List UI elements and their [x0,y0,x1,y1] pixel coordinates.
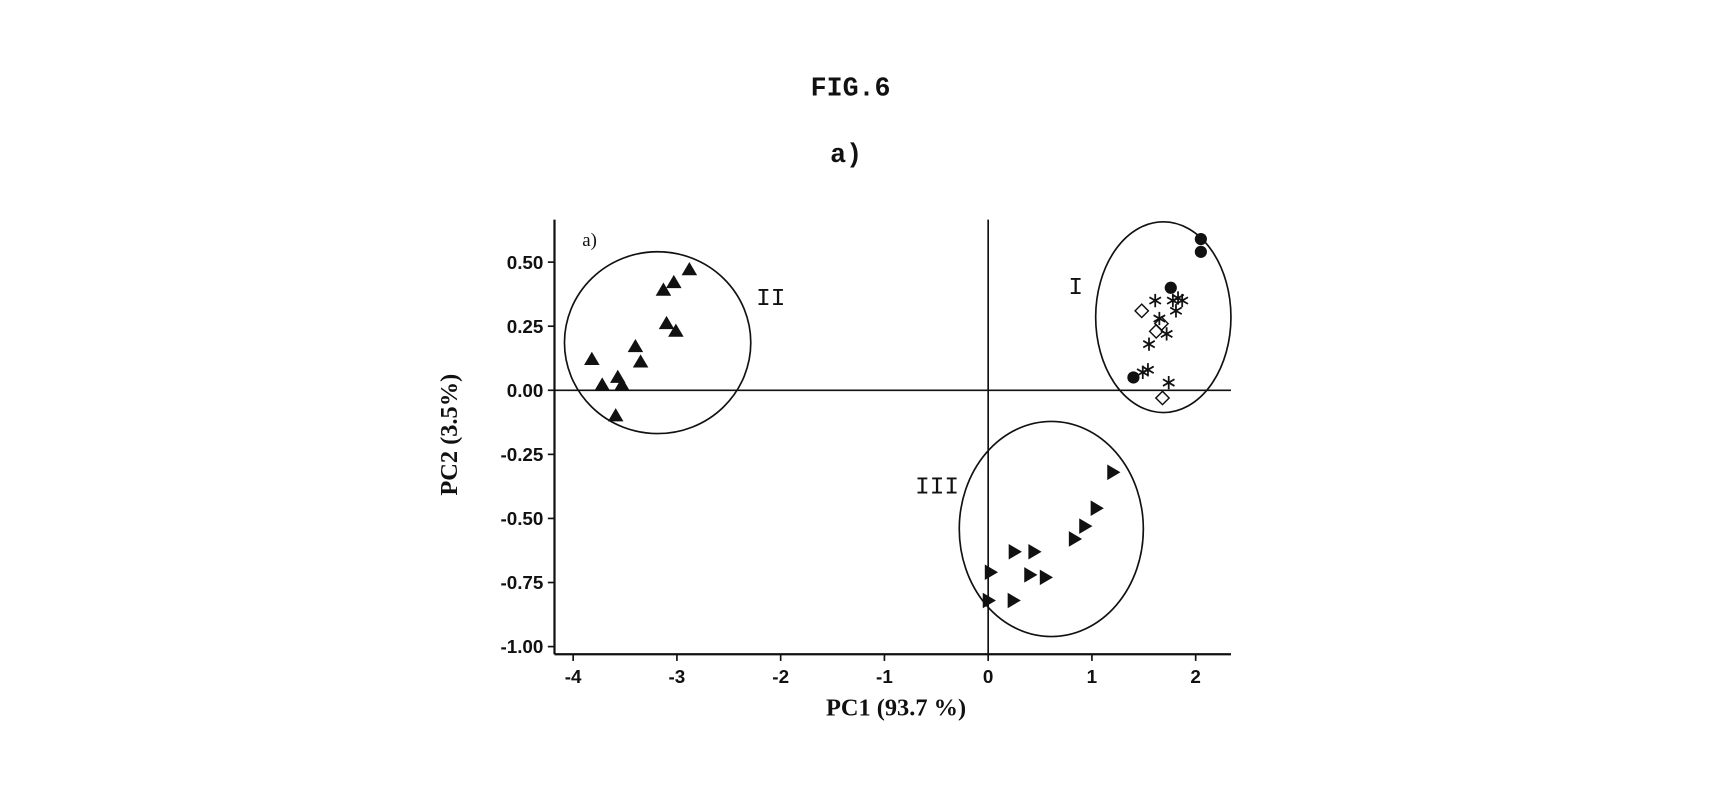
point [1194,245,1207,258]
group-ellipse [1094,220,1232,414]
point [1149,293,1162,308]
point [1007,592,1021,609]
chart-subtitle: a) [830,140,862,170]
point [666,274,682,289]
point [984,564,999,581]
point [1194,232,1207,246]
x-tick-label: 1 [1087,666,1097,687]
point [1148,323,1164,340]
group-ellipse [563,250,752,435]
y-tick-label: 0.00 [507,380,544,401]
point [1175,293,1189,308]
panel-label: a) [582,230,597,251]
y-tick-label: -1.00 [500,636,543,657]
group-label: II [756,286,785,313]
point [627,338,644,353]
group-label: III [915,474,959,501]
x-tick-label: -1 [876,666,893,687]
point [1164,281,1177,294]
x-tick-label: -3 [669,666,686,687]
group-ellipse [958,420,1145,638]
y-tick-label: -0.50 [500,508,543,529]
point [1028,543,1042,560]
x-tick-label: -2 [772,666,789,687]
point [1107,464,1121,481]
x-tick-label: -4 [565,666,582,687]
point [681,262,698,276]
point [655,282,672,296]
y-tick-label: 0.50 [507,252,544,273]
point [1090,500,1104,516]
y-tick-label: 0.25 [507,316,544,337]
point [1024,567,1038,583]
point [1169,304,1183,318]
point [658,315,675,330]
y-tick-label: -0.75 [500,572,543,593]
point [1008,543,1022,560]
y-tick-label: -0.25 [500,444,543,465]
point [1079,518,1093,534]
point [584,351,600,365]
point [607,408,624,422]
point [614,377,630,391]
x-axis-label: PC1 (93.7 %) [826,694,966,721]
point [982,592,996,609]
point [1134,303,1150,319]
point [1136,365,1149,379]
point [1142,337,1156,351]
point [594,377,610,391]
point [1166,293,1180,308]
point [1039,569,1054,586]
y-axis-label: PC2 (3.5%) [436,374,463,496]
point [1154,390,1171,406]
group-label: I [1068,275,1083,302]
point [1162,375,1175,390]
x-tick-label: 2 [1190,666,1200,687]
point [1127,371,1140,384]
point [632,354,649,368]
x-tick-label: 0 [983,666,993,687]
chart-title: FIG.6 [811,73,891,103]
point [1068,531,1083,547]
point [668,323,684,337]
